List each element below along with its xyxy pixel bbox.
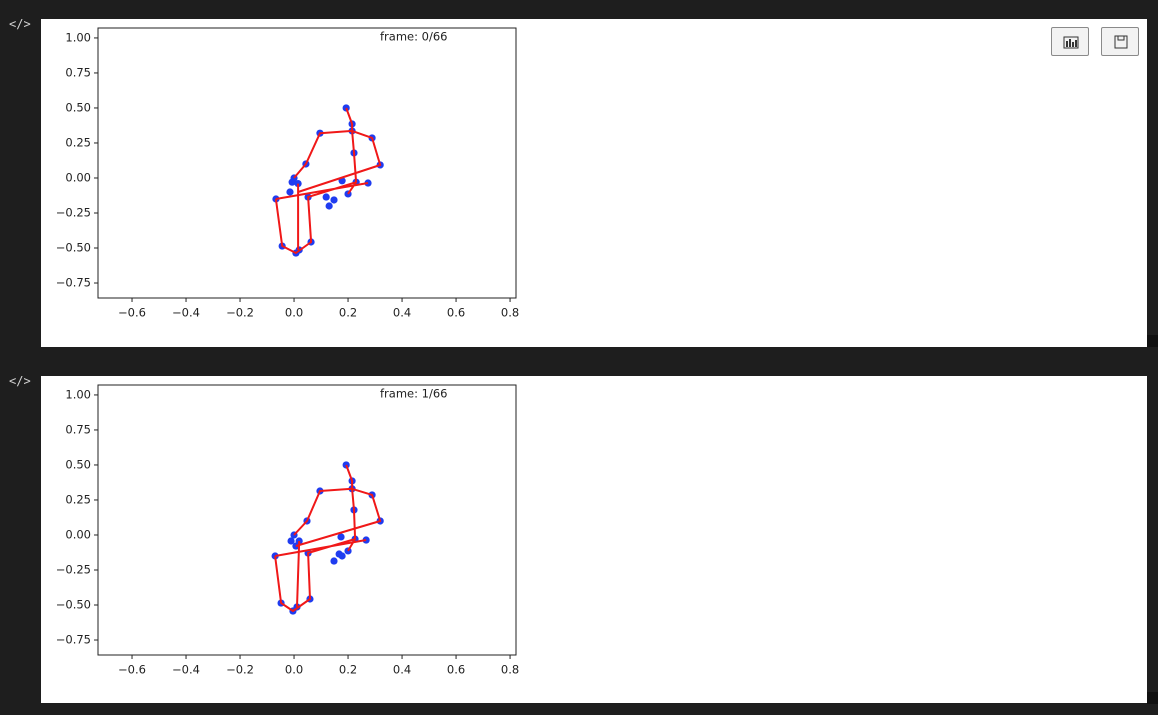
y-tick-label: 0.75 [65, 422, 91, 436]
point [322, 193, 330, 201]
x-tick-label: 0.2 [339, 306, 357, 320]
point [325, 202, 333, 210]
y-tick-label: −0.25 [56, 205, 91, 219]
x-tick-label: −0.2 [226, 306, 254, 320]
point [364, 179, 372, 187]
x-tick-label: −0.2 [226, 663, 254, 677]
resize-handle [1147, 335, 1158, 347]
y-tick-label: 0.25 [65, 492, 91, 506]
skeleton-line [274, 464, 382, 612]
point [286, 188, 294, 196]
x-tick-label: −0.6 [118, 663, 146, 677]
x-tick-label: 0.0 [285, 306, 303, 320]
y-tick-label: 0.25 [65, 135, 91, 149]
chart-button[interactable] [1051, 27, 1089, 56]
x-tick-label: −0.6 [118, 306, 146, 320]
y-tick-label: 0.75 [65, 65, 91, 79]
x-tick-label: 0.4 [393, 306, 411, 320]
point [362, 536, 370, 544]
point [330, 196, 338, 204]
y-tick-label: 0.50 [65, 457, 91, 471]
axes-frame [97, 27, 517, 299]
x-tick-label: 0.8 [501, 663, 519, 677]
point [338, 552, 346, 560]
output-cell: −0.6 −0.4 −0.2 0.0 0.2 0.4 0.6 0.8 1.00 0.75 0.50 0… [41, 19, 1147, 347]
figure: −0.6 −0.4 −0.2 0.0 0.2 0.4 0.6 0.8 1.00 0.75 0.50 0… [56, 384, 519, 677]
figure: −0.6 −0.4 −0.2 0.0 0.2 0.4 0.6 0.8 1.00 0.75 0.50 0… [56, 27, 519, 320]
y-tick-label: 0.00 [65, 527, 91, 541]
point [294, 179, 302, 188]
chart-icon [1063, 36, 1079, 49]
save-icon [1114, 35, 1128, 49]
x-tick-label: 0.6 [447, 306, 465, 320]
y-tick-label: −0.50 [56, 241, 91, 255]
y-tick-label: −0.75 [56, 276, 91, 290]
cell-prompt: </> [9, 17, 31, 31]
y-tick-label: 1.00 [65, 30, 91, 44]
x-tick-label: 0.2 [339, 663, 357, 677]
point [288, 178, 296, 186]
y-tick-label: −0.25 [56, 562, 91, 576]
x-tick-label: 0.8 [501, 306, 519, 320]
frame-label: frame: 1/66 [380, 387, 447, 401]
point [287, 537, 295, 545]
skeleton-line [274, 107, 382, 254]
point [342, 461, 350, 469]
x-tick-label: 0.4 [393, 663, 411, 677]
x-tick-label: −0.4 [172, 306, 200, 320]
axes-frame [97, 384, 517, 656]
y-tick-label: 0.00 [65, 170, 91, 184]
point [342, 104, 350, 112]
y-tick-label: −0.50 [56, 598, 91, 612]
frame-label: frame: 0/66 [380, 30, 447, 44]
point [337, 533, 345, 541]
point [330, 557, 338, 565]
y-tick-label: 0.50 [65, 100, 91, 114]
y-tick-label: −0.75 [56, 633, 91, 647]
resize-handle [1147, 692, 1158, 704]
cell-prompt: </> [9, 374, 31, 388]
x-tick-label: 0.6 [447, 663, 465, 677]
x-tick-label: −0.4 [172, 663, 200, 677]
output-cell: −0.6 −0.4 −0.2 0.0 0.2 0.4 0.6 0.8 1.00 0.75 0.50 0… [41, 376, 1147, 703]
x-tick-label: 0.0 [285, 663, 303, 677]
save-button[interactable] [1101, 27, 1139, 56]
y-tick-label: 1.00 [65, 387, 91, 401]
